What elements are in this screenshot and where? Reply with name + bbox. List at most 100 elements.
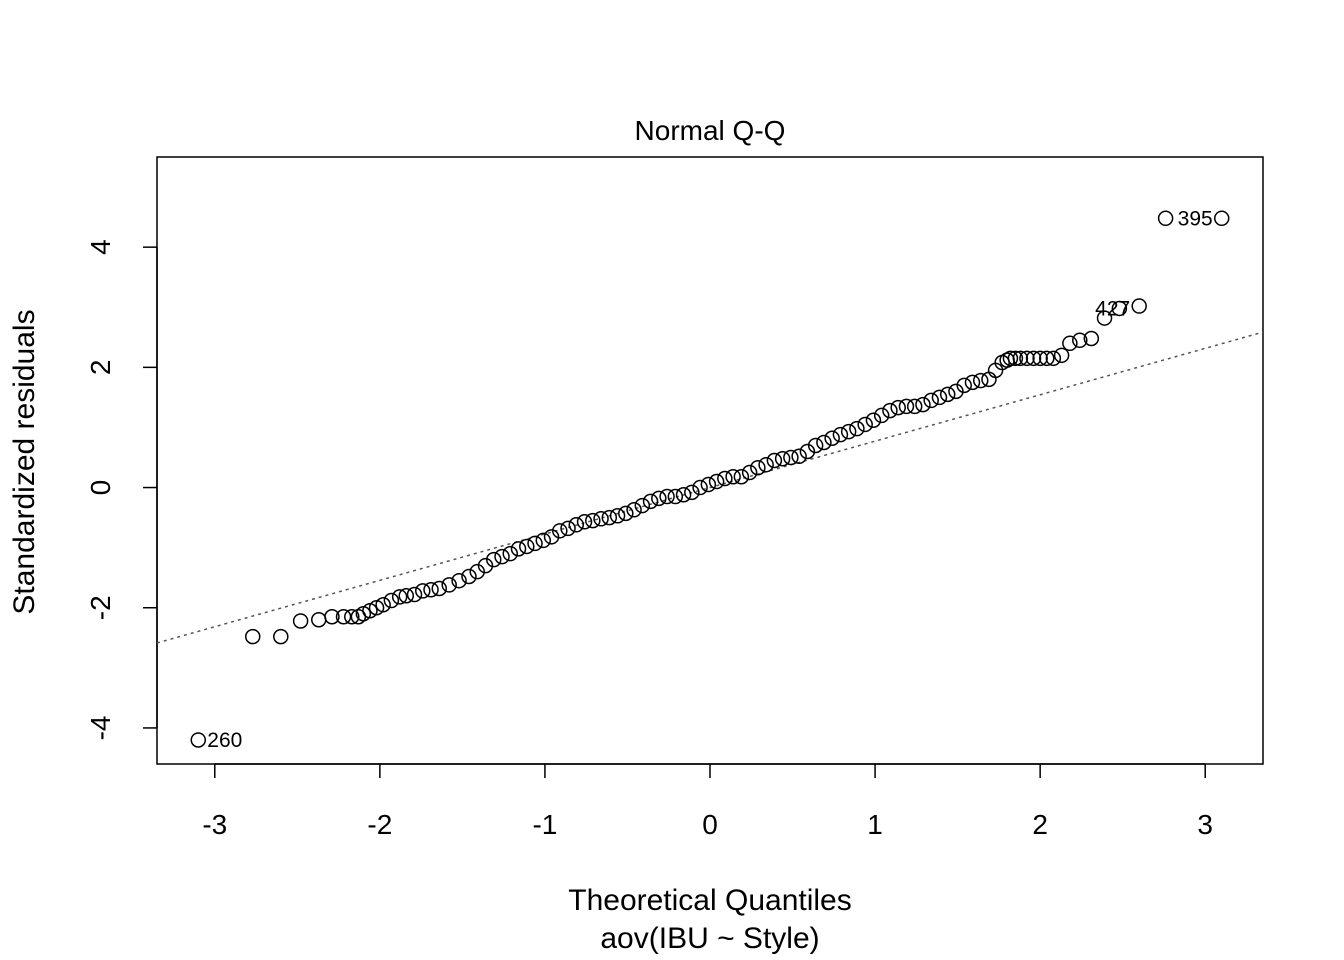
data-point [964, 374, 981, 391]
data-point [791, 448, 807, 465]
data-point [725, 468, 741, 485]
data-point [857, 416, 873, 433]
x-axis-title: Theoretical Quantiles [568, 884, 851, 917]
data-point [423, 581, 439, 598]
data-point [832, 426, 849, 443]
data-point [560, 520, 576, 537]
data-point [543, 529, 560, 545]
data-point [692, 479, 708, 496]
data-point [750, 459, 766, 476]
data-point [398, 587, 415, 604]
data-point [708, 473, 725, 490]
y-tick-label: 4 [85, 239, 116, 255]
data-point [292, 613, 309, 629]
data-point [915, 396, 931, 413]
data-point [391, 589, 408, 605]
data-point [335, 609, 352, 625]
data-point [1032, 350, 1048, 367]
data-point [1002, 350, 1019, 367]
x-tick-label: 1 [867, 809, 883, 840]
data-point [1039, 350, 1055, 367]
data-point [741, 464, 758, 481]
data-point [1111, 300, 1128, 317]
data-point [873, 407, 890, 424]
data-point [244, 628, 261, 645]
data-point [311, 612, 327, 628]
data-point [956, 377, 972, 394]
data-point [609, 508, 626, 524]
outlier-label: 260 [207, 729, 242, 752]
data-point [1019, 350, 1035, 367]
data-point [783, 449, 799, 466]
data-point [273, 628, 289, 645]
data-point [675, 487, 692, 503]
data-point [923, 392, 939, 409]
data-point [626, 502, 642, 518]
outlier-label: 395 [1178, 207, 1213, 230]
data-point [552, 523, 568, 539]
data-point [758, 456, 774, 473]
data-point [486, 551, 502, 568]
data-point [1007, 350, 1024, 367]
data-point [816, 434, 832, 451]
data-point [972, 372, 989, 389]
data-point [849, 420, 865, 437]
data-point [568, 517, 585, 533]
data-point [642, 493, 659, 510]
y-tick-label: 2 [85, 360, 116, 376]
data-point [882, 402, 898, 419]
data-point [906, 398, 923, 415]
data-point [684, 484, 700, 501]
data-point [1072, 332, 1088, 349]
data-point [931, 389, 948, 406]
data-point [502, 545, 519, 562]
data-point [667, 488, 684, 505]
y-tick-label: -4 [85, 715, 116, 740]
data-point [799, 443, 816, 460]
data-point [477, 557, 494, 574]
data-point [461, 568, 477, 585]
x-axis: -3 -2 -1 0 1 2 3 [202, 763, 1213, 840]
data-point [717, 470, 733, 487]
y-axis: -4 -2 0 2 4 [85, 239, 158, 740]
y-axis-title: Standardized residuals [8, 309, 41, 614]
data-point [383, 592, 400, 609]
data-point [431, 580, 448, 597]
data-point [1157, 210, 1174, 227]
data-point [1131, 298, 1147, 314]
x-tick-label: -2 [367, 809, 392, 840]
data-point [576, 514, 593, 530]
x-tick-label: 2 [1032, 809, 1048, 840]
data-point [807, 437, 824, 454]
data-point [494, 548, 510, 565]
data-point [1045, 350, 1062, 367]
y-tick-label: -2 [85, 595, 116, 620]
x-tick-label: -3 [202, 809, 227, 840]
data-point [865, 412, 882, 428]
data-point [774, 450, 791, 467]
data-point [824, 430, 840, 447]
data-point [585, 512, 601, 529]
data-point [406, 586, 423, 603]
data-point [527, 535, 543, 552]
data-point [618, 505, 634, 522]
data-point [898, 398, 915, 415]
data-point [469, 563, 485, 580]
data-point [451, 572, 467, 589]
data-point [375, 596, 391, 613]
data-point [890, 399, 906, 416]
data-point [1053, 347, 1070, 364]
data-point [659, 488, 675, 505]
data-point [700, 476, 717, 493]
point-labels: 395 427 260 [207, 207, 1212, 752]
y-tick-label: 0 [85, 480, 116, 496]
reference-line [156, 331, 1264, 644]
data-point [981, 371, 997, 388]
data-point [733, 468, 750, 485]
data-point [1096, 310, 1113, 326]
chart-title: Normal Q-Q [635, 115, 786, 146]
data-point [840, 423, 857, 440]
data-point [601, 509, 618, 526]
data-point [535, 532, 552, 549]
data-point [939, 386, 956, 403]
